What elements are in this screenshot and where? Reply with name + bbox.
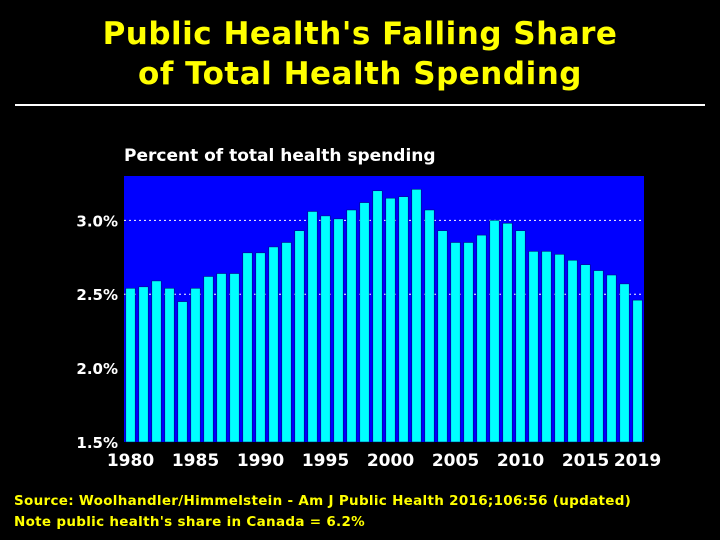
y-tick-label: 1.5%: [76, 434, 118, 452]
bar-2018: [619, 283, 630, 443]
title-line-1: Public Health's Falling Share: [102, 16, 618, 52]
bar-1997: [346, 209, 357, 443]
title-divider: [15, 104, 705, 106]
bar-2000: [385, 197, 396, 443]
bar-2009: [502, 223, 513, 443]
x-tick-label: 2019: [614, 451, 661, 471]
bar-2003: [424, 209, 435, 443]
bar-2005: [450, 242, 461, 443]
bar-2015: [580, 264, 591, 443]
bar-2019: [632, 299, 643, 443]
bar-1999: [372, 190, 383, 443]
bar-1981: [138, 286, 149, 443]
canada-note: Note public health's share in Canada = 6…: [14, 514, 365, 530]
bar-2006: [463, 242, 474, 443]
x-tick-label: 1990: [237, 451, 284, 471]
bar-2012: [541, 251, 552, 443]
x-tick-label: 2010: [497, 451, 544, 471]
bar-2007: [476, 234, 487, 443]
bar-1980: [125, 288, 136, 443]
bar-1995: [320, 215, 331, 443]
plot-area: [124, 176, 644, 442]
plot-title: Percent of total health spending: [124, 146, 436, 166]
title-line-2: of Total Health Spending: [138, 56, 582, 92]
bar-2008: [489, 220, 500, 443]
bar-1982: [151, 280, 162, 443]
x-tick-label: 2015: [562, 451, 609, 471]
bar-2013: [554, 254, 565, 443]
bar-1983: [164, 288, 175, 443]
bar-1994: [307, 211, 318, 443]
x-tick-label: 2005: [432, 451, 479, 471]
bar-2017: [606, 274, 617, 443]
y-tick-label: 2.5%: [76, 286, 118, 304]
x-tick-label: 1995: [302, 451, 349, 471]
bar-1990: [255, 252, 266, 443]
bar-1986: [203, 276, 214, 443]
bar-1992: [281, 242, 292, 443]
bar-2011: [528, 251, 539, 443]
bar-1998: [359, 202, 370, 443]
bar-1985: [190, 288, 201, 443]
bar-2004: [437, 230, 448, 443]
bar-2014: [567, 259, 578, 443]
x-tick-label: 1980: [107, 451, 154, 471]
y-tick-label: 3.0%: [76, 212, 118, 230]
bar-2010: [515, 230, 526, 443]
source-note: Source: Woolhandler/Himmelstein - Am J P…: [14, 491, 631, 533]
bar-1991: [268, 246, 279, 443]
bar-1993: [294, 230, 305, 443]
bar-1988: [229, 273, 240, 443]
y-tick-label: 2.0%: [76, 360, 118, 378]
bar-1989: [242, 252, 253, 443]
bar-1996: [333, 218, 344, 443]
bar-2001: [398, 196, 409, 443]
chart-title: Public Health's Falling Share of Total H…: [0, 14, 720, 94]
bar-2002: [411, 189, 422, 443]
bar-2016: [593, 270, 604, 443]
x-tick-label: 2000: [367, 451, 414, 471]
x-tick-label: 1985: [172, 451, 219, 471]
bar-1984: [177, 301, 188, 443]
bar-1987: [216, 273, 227, 443]
source-citation: Source: Woolhandler/Himmelstein - Am J P…: [14, 493, 632, 509]
